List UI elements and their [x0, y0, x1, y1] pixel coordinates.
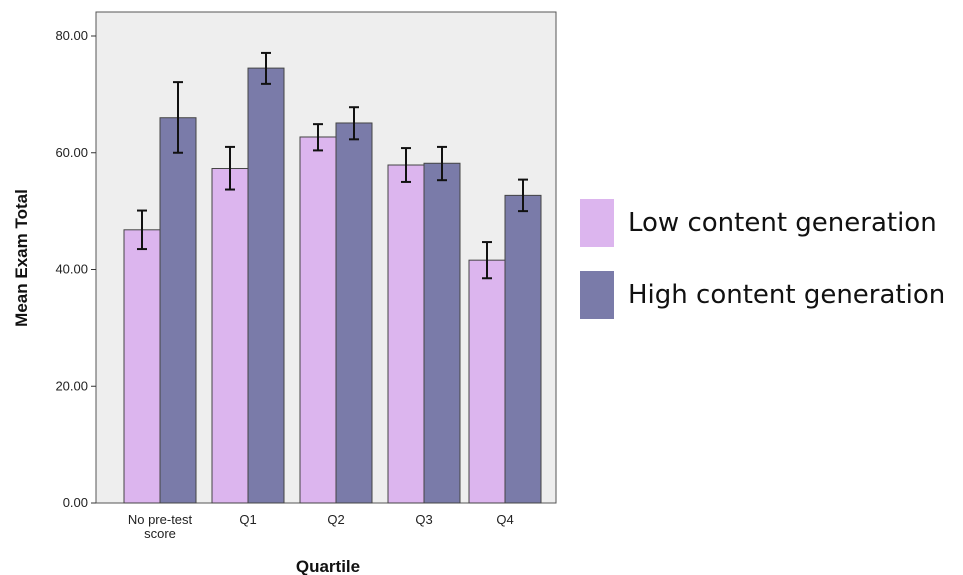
- bar-high-2: [335, 122, 373, 504]
- y-tick-label: 80.00: [55, 28, 88, 43]
- bar-low-2: [299, 136, 337, 504]
- x-tick-label: score: [144, 526, 176, 541]
- bar-high-1: [247, 67, 285, 504]
- x-tick-label: Q3: [415, 512, 432, 527]
- y-tick-label: 40.00: [55, 262, 88, 277]
- y-tick-label: 20.00: [55, 378, 88, 393]
- legend-label-high: High content generation: [628, 280, 946, 310]
- legend: Low content generation High content gene…: [580, 199, 945, 343]
- legend-swatch-high: [580, 271, 614, 319]
- legend-swatch-low: [580, 199, 614, 247]
- x-tick-label: No pre-test: [128, 512, 193, 527]
- bar-low-1: [211, 168, 249, 504]
- legend-item-low: Low content generation: [580, 199, 945, 247]
- y-axis-title: Mean Exam Total: [12, 189, 31, 327]
- x-tick-label: Q1: [239, 512, 256, 527]
- bar-low-3: [387, 164, 425, 504]
- legend-label-low: Low content generation: [628, 208, 937, 238]
- bar-low-4: [468, 259, 506, 504]
- x-axis-title: Quartile: [296, 557, 360, 575]
- y-tick-label: 60.00: [55, 145, 88, 160]
- bar-low-0: [123, 229, 161, 504]
- x-tick-label: Q2: [327, 512, 344, 527]
- bar-high-4: [504, 194, 542, 504]
- legend-item-high: High content generation: [580, 271, 945, 319]
- bar-high-0: [159, 117, 197, 504]
- bar-high-3: [423, 162, 461, 504]
- y-tick-label: 0.00: [63, 495, 88, 510]
- x-tick-label: Q4: [496, 512, 513, 527]
